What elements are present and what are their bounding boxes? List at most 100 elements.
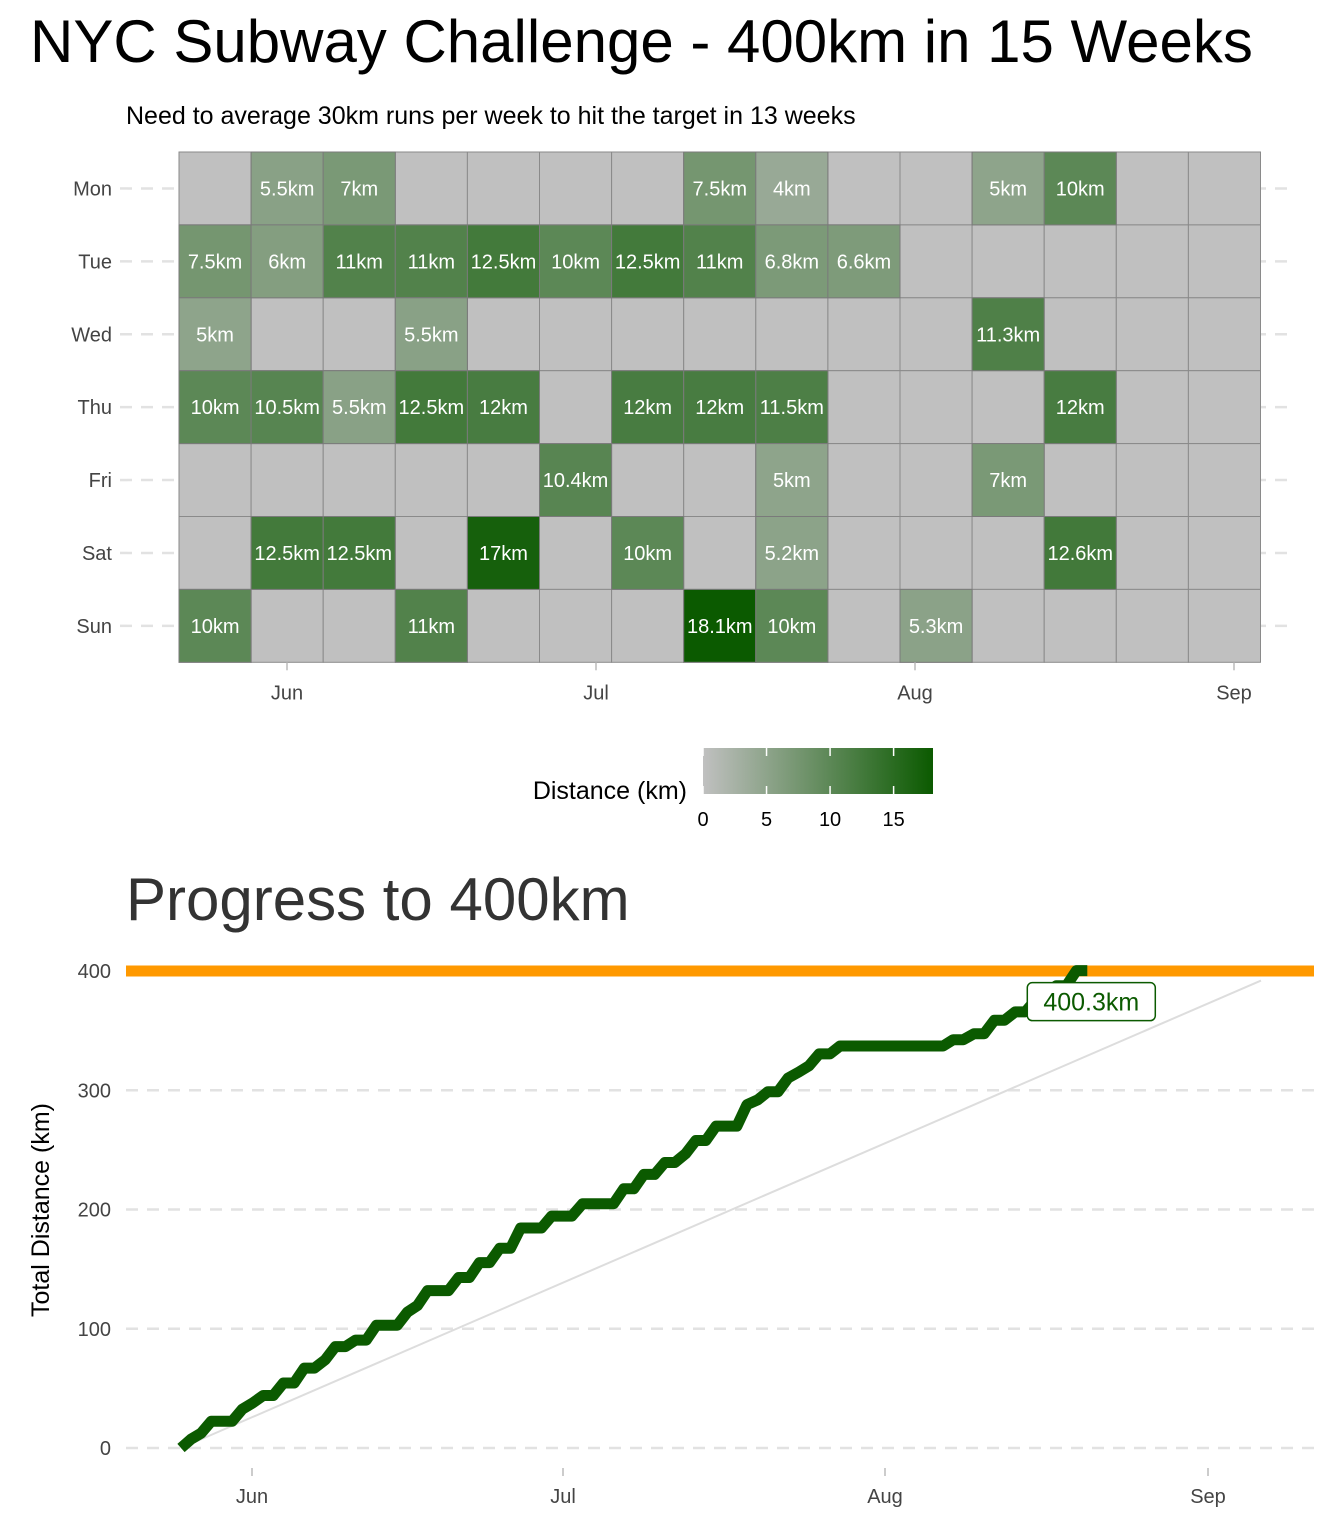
heatmap-empty-cell bbox=[611, 297, 685, 372]
heatmap-empty-cell bbox=[1115, 443, 1189, 518]
legend-tick-label: 5 bbox=[761, 809, 772, 831]
heatmap-cell-label: 7.5km bbox=[188, 251, 242, 273]
heatmap-y-tick-label: Wed bbox=[71, 324, 112, 346]
heatmap-cell bbox=[178, 370, 252, 445]
heatmap-cell bbox=[971, 297, 1045, 372]
heatmap-cell-label: 12.5km bbox=[615, 251, 681, 273]
heatmap-cell-label: 10km bbox=[1056, 178, 1105, 200]
progress-y-tick-label: 300 bbox=[78, 1080, 111, 1102]
heatmap-empty-cell bbox=[539, 588, 613, 663]
progress-x-tick-label: Sep bbox=[1190, 1486, 1226, 1508]
heatmap-empty-cell bbox=[466, 443, 540, 518]
heatmap-cell-label: 5km bbox=[196, 324, 234, 346]
heatmap-empty-cell bbox=[611, 588, 685, 663]
heatmap-cell-label: 12.5km bbox=[471, 251, 537, 273]
heatmap-empty-cell bbox=[539, 370, 613, 445]
heatmap-x-tick-label: Jun bbox=[271, 682, 303, 704]
heatmap-cell-label: 11km bbox=[696, 251, 743, 273]
heatmap-cell-label: 10km bbox=[191, 397, 240, 419]
heatmap-chart: 5.5km 7km 7.5km 4km 5km 10km 7.5km 6km 11km 11km 1… bbox=[71, 151, 1290, 831]
heatmap-empty-cell bbox=[611, 151, 685, 226]
heatmap-cell-label: 12.5km bbox=[254, 543, 320, 565]
heatmap-empty-cell bbox=[827, 588, 901, 663]
heatmap-cell bbox=[322, 370, 396, 445]
heatmap-cell bbox=[1043, 151, 1117, 226]
heatmap-cell-label: 5km bbox=[989, 178, 1027, 200]
heatmap-cell bbox=[755, 443, 829, 518]
heatmap-empty-cell bbox=[250, 297, 324, 372]
heatmap-cell-label: 4km bbox=[773, 178, 811, 200]
heatmap-cell-label: 11km bbox=[336, 251, 383, 273]
heatmap-cell-label: 10km bbox=[767, 616, 816, 638]
heatmap-cell bbox=[1043, 516, 1117, 590]
heatmap-cell-label: 11km bbox=[408, 616, 455, 638]
heatmap-cell-label: 6km bbox=[268, 251, 306, 273]
heatmap-cell bbox=[1043, 370, 1117, 445]
heatmap-cell bbox=[683, 370, 757, 445]
heatmap-empty-cell bbox=[394, 151, 468, 226]
heatmap-cell bbox=[611, 516, 685, 590]
heatmap-y-tick-label: Sat bbox=[82, 543, 112, 565]
heatmap-cell-label: 5.3km bbox=[909, 616, 963, 638]
heatmap-cell-label: 12km bbox=[1056, 397, 1105, 419]
heatmap-x-tick-label: Sep bbox=[1216, 682, 1252, 704]
chart-subtitle: Need to average 30km runs per week to hi… bbox=[126, 102, 856, 130]
progress-y-tick-label: 400 bbox=[78, 961, 111, 983]
heatmap-cell bbox=[322, 151, 396, 226]
heatmap-empty-cell bbox=[1043, 297, 1117, 372]
heatmap-cell bbox=[178, 588, 252, 663]
heatmap-y-tick-label: Thu bbox=[78, 397, 112, 419]
heatmap-cell-label: 12km bbox=[695, 397, 744, 419]
heatmap-cell bbox=[394, 224, 468, 299]
heatmap-cell bbox=[827, 224, 901, 299]
heatmap-cell-label: 10km bbox=[191, 616, 240, 638]
legend-colorbar bbox=[703, 748, 933, 794]
heatmap-empty-cell bbox=[539, 516, 613, 590]
heatmap-cell bbox=[394, 370, 468, 445]
heatmap-cell bbox=[971, 151, 1045, 226]
heatmap-cell bbox=[899, 588, 973, 663]
legend-tick-label: 15 bbox=[882, 809, 904, 831]
end-label-box bbox=[1026, 981, 1157, 1022]
heatmap-cell bbox=[178, 297, 252, 372]
heatmap-empty-cell bbox=[899, 224, 973, 299]
heatmap-cell-label: 10.5km bbox=[254, 397, 320, 419]
heatmap-cell-label: 11.5km bbox=[760, 397, 824, 419]
heatmap-empty-cell bbox=[1187, 297, 1262, 372]
heatmap-cell-label: 12km bbox=[479, 397, 528, 419]
progress-x-tick-label: Aug bbox=[867, 1486, 903, 1508]
heatmap-empty-cell bbox=[971, 588, 1045, 663]
chart-title: NYC Subway Challenge - 400km in 15 Weeks bbox=[30, 8, 1253, 75]
heatmap-empty-cell bbox=[1115, 151, 1189, 226]
heatmap-cell-label: 18.1km bbox=[687, 616, 753, 638]
heatmap-cell bbox=[466, 516, 540, 590]
heatmap-cell-label: 5.2km bbox=[765, 543, 819, 565]
heatmap-empty-cell bbox=[466, 588, 540, 663]
heatmap-cell-label: 7km bbox=[340, 178, 378, 200]
heatmap-empty-cell bbox=[1115, 588, 1189, 663]
progress-y-tick-label: 200 bbox=[78, 1200, 111, 1222]
heatmap-empty-cell bbox=[899, 297, 973, 372]
heatmap-y-tick-label: Mon bbox=[73, 178, 112, 200]
heatmap-cell bbox=[466, 370, 540, 445]
heatmap-cell bbox=[539, 224, 613, 299]
heatmap-empty-cell bbox=[322, 443, 396, 518]
heatmap-empty-cell bbox=[899, 443, 973, 518]
heatmap-empty-cell bbox=[971, 516, 1045, 590]
heatmap-cell bbox=[250, 224, 324, 299]
heatmap-empty-cell bbox=[466, 151, 540, 226]
heatmap-cell bbox=[971, 443, 1045, 518]
progress-x-tick-label: Jun bbox=[236, 1486, 268, 1508]
heatmap-empty-cell bbox=[1187, 516, 1262, 590]
heatmap-empty-cell bbox=[971, 224, 1045, 299]
heatmap-empty-cell bbox=[1187, 443, 1262, 518]
heatmap-cell bbox=[683, 151, 757, 226]
heatmap-cell-label: 7.5km bbox=[693, 178, 747, 200]
heatmap-cell-label: 5.5km bbox=[332, 397, 386, 419]
heatmap-cell-label: 5.5km bbox=[260, 178, 314, 200]
heatmap-empty-cell bbox=[322, 588, 396, 663]
heatmap-cell-label: 10km bbox=[623, 543, 672, 565]
heatmap-empty-cell bbox=[899, 516, 973, 590]
heatmap-x-tick-label: Aug bbox=[897, 682, 933, 704]
